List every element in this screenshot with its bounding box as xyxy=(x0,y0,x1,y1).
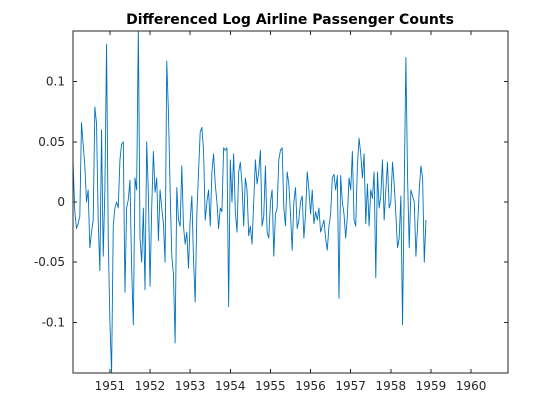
x-tick-label: 1951 xyxy=(95,379,126,393)
x-tick-label: 1956 xyxy=(295,379,326,393)
chart-title: Differenced Log Airline Passenger Counts xyxy=(126,12,454,28)
y-tick-label: 0.1 xyxy=(46,75,65,89)
series-line xyxy=(73,31,427,373)
x-tick-label: 1957 xyxy=(335,379,366,393)
y-tick-label: 0.05 xyxy=(38,135,65,149)
x-tick-label: 1952 xyxy=(135,379,166,393)
plot-area xyxy=(73,31,508,373)
y-tick-label: -0.05 xyxy=(34,255,65,269)
x-tick-label: 1955 xyxy=(255,379,286,393)
y-tick-label: -0.1 xyxy=(42,315,65,329)
x-tick-label: 1960 xyxy=(456,379,487,393)
tick-layer: 1951 1952 1953 1954 1955 1956 1957 1958 1959 1960… xyxy=(34,31,508,393)
series-layer xyxy=(73,31,427,373)
x-tick-label: 1953 xyxy=(175,379,206,393)
x-tick-label: 1959 xyxy=(416,379,447,393)
y-tick-label: 0 xyxy=(57,195,65,209)
x-tick-label: 1954 xyxy=(215,379,246,393)
x-tick-label: 1958 xyxy=(376,379,407,393)
